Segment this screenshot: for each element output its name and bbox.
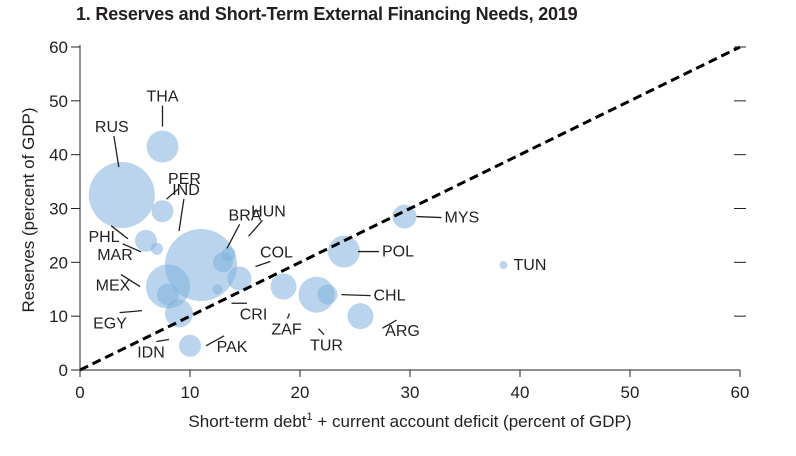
point-label-mys: MYS	[445, 210, 480, 227]
bubble-mys	[392, 204, 417, 229]
point-label-zaf: ZAF	[271, 322, 301, 339]
x-tick-label: 10	[181, 383, 200, 402]
point-label-pol: POL	[382, 244, 414, 261]
bubble-egy	[157, 283, 179, 306]
bubble-hun	[221, 247, 236, 262]
x-tick-label: 30	[401, 383, 420, 402]
point-label-col: COL	[260, 244, 293, 261]
y-tick-label: 40	[49, 146, 68, 165]
point-label-per: PER	[168, 171, 201, 188]
y-tick-label: 50	[49, 92, 68, 111]
point-label-arg: ARG	[385, 323, 420, 340]
x-axis-title-rest: + current account deficit (percent of GD…	[313, 412, 632, 431]
point-label-mar: MAR	[97, 247, 133, 264]
point-label-chl: CHL	[374, 288, 406, 305]
leader-line-phl	[110, 225, 129, 240]
point-label-egy: EGY	[93, 316, 127, 333]
reference-line-layer	[79, 45, 741, 372]
x-axis-title: Short-term debt1 + current account defic…	[188, 411, 631, 431]
leader-line-per	[166, 187, 180, 200]
leader-line-arg	[382, 319, 397, 329]
y-tick-label: 20	[49, 253, 68, 272]
leader-line-rus	[113, 135, 120, 168]
bubble-mar	[151, 242, 163, 255]
point-label-tun: TUN	[514, 257, 547, 274]
bubble-per	[151, 200, 174, 223]
leader-line-ind	[178, 198, 185, 232]
x-tick-label: 40	[511, 383, 530, 402]
leader-line-mex	[120, 274, 141, 288]
point-label-tur: TUR	[310, 338, 343, 355]
point-label-phl: PHL	[88, 229, 119, 246]
bubble-phl	[135, 229, 157, 252]
leader-line-hun	[248, 219, 263, 237]
point-label-mex: MEX	[96, 278, 131, 295]
bubble-tha	[146, 130, 179, 163]
bubble-cri	[212, 284, 223, 295]
bubble-zaf	[270, 273, 297, 300]
y-axis-title: Reserves (percent of GDP)	[19, 107, 38, 312]
bubble-idn	[165, 299, 193, 328]
reference-line-45deg	[79, 45, 741, 372]
point-label-ind: IND	[172, 182, 200, 199]
x-tick-label: 0	[75, 383, 84, 402]
y-tick-label: 0	[59, 361, 68, 380]
leader-lines-layer	[110, 105, 442, 347]
point-label-pak: PAK	[217, 339, 248, 356]
x-tick-label: 20	[291, 383, 310, 402]
leader-line-chl	[341, 293, 371, 297]
bubble-col	[227, 266, 252, 291]
point-label-rus: RUS	[95, 119, 129, 136]
y-tick-label: 30	[49, 200, 68, 219]
y-tick-label: 10	[49, 307, 68, 326]
point-label-hun: HUN	[251, 203, 286, 220]
axes-layer: 0 10 20 30 40 50 60 0 10 20 30 40 50 60	[49, 38, 749, 402]
y-tick-label: 60	[49, 38, 68, 57]
chart-title: 1. Reserves and Short-Term External Fina…	[76, 4, 578, 24]
leader-line-idn	[156, 338, 170, 343]
leader-line-tur	[318, 328, 325, 336]
bubble-pak	[179, 334, 201, 357]
leader-line-zaf	[286, 313, 291, 319]
bubble-chl	[317, 284, 338, 305]
x-axis-title-superscript: 1	[307, 411, 313, 423]
bubble-tun	[499, 261, 508, 270]
leader-line-bra	[226, 224, 241, 249]
bubbles-layer	[88, 130, 508, 357]
x-tick-label: 50	[621, 383, 640, 402]
point-label-tha: THA	[147, 89, 179, 106]
x-tick-label: 60	[731, 383, 750, 402]
point-label-bra: BRA	[229, 207, 262, 224]
leader-line-mys	[416, 215, 442, 219]
point-label-cri: CRI	[240, 306, 268, 323]
leader-line-mar	[122, 243, 142, 253]
leader-line-egy	[119, 309, 143, 314]
bubble-rus	[88, 162, 155, 229]
x-axis-title-main: Short-term debt	[188, 412, 306, 431]
leader-line-pak	[205, 335, 225, 347]
leader-line-col	[255, 260, 271, 268]
bubble-arg	[347, 303, 374, 330]
point-label-idn: IDN	[137, 344, 165, 361]
